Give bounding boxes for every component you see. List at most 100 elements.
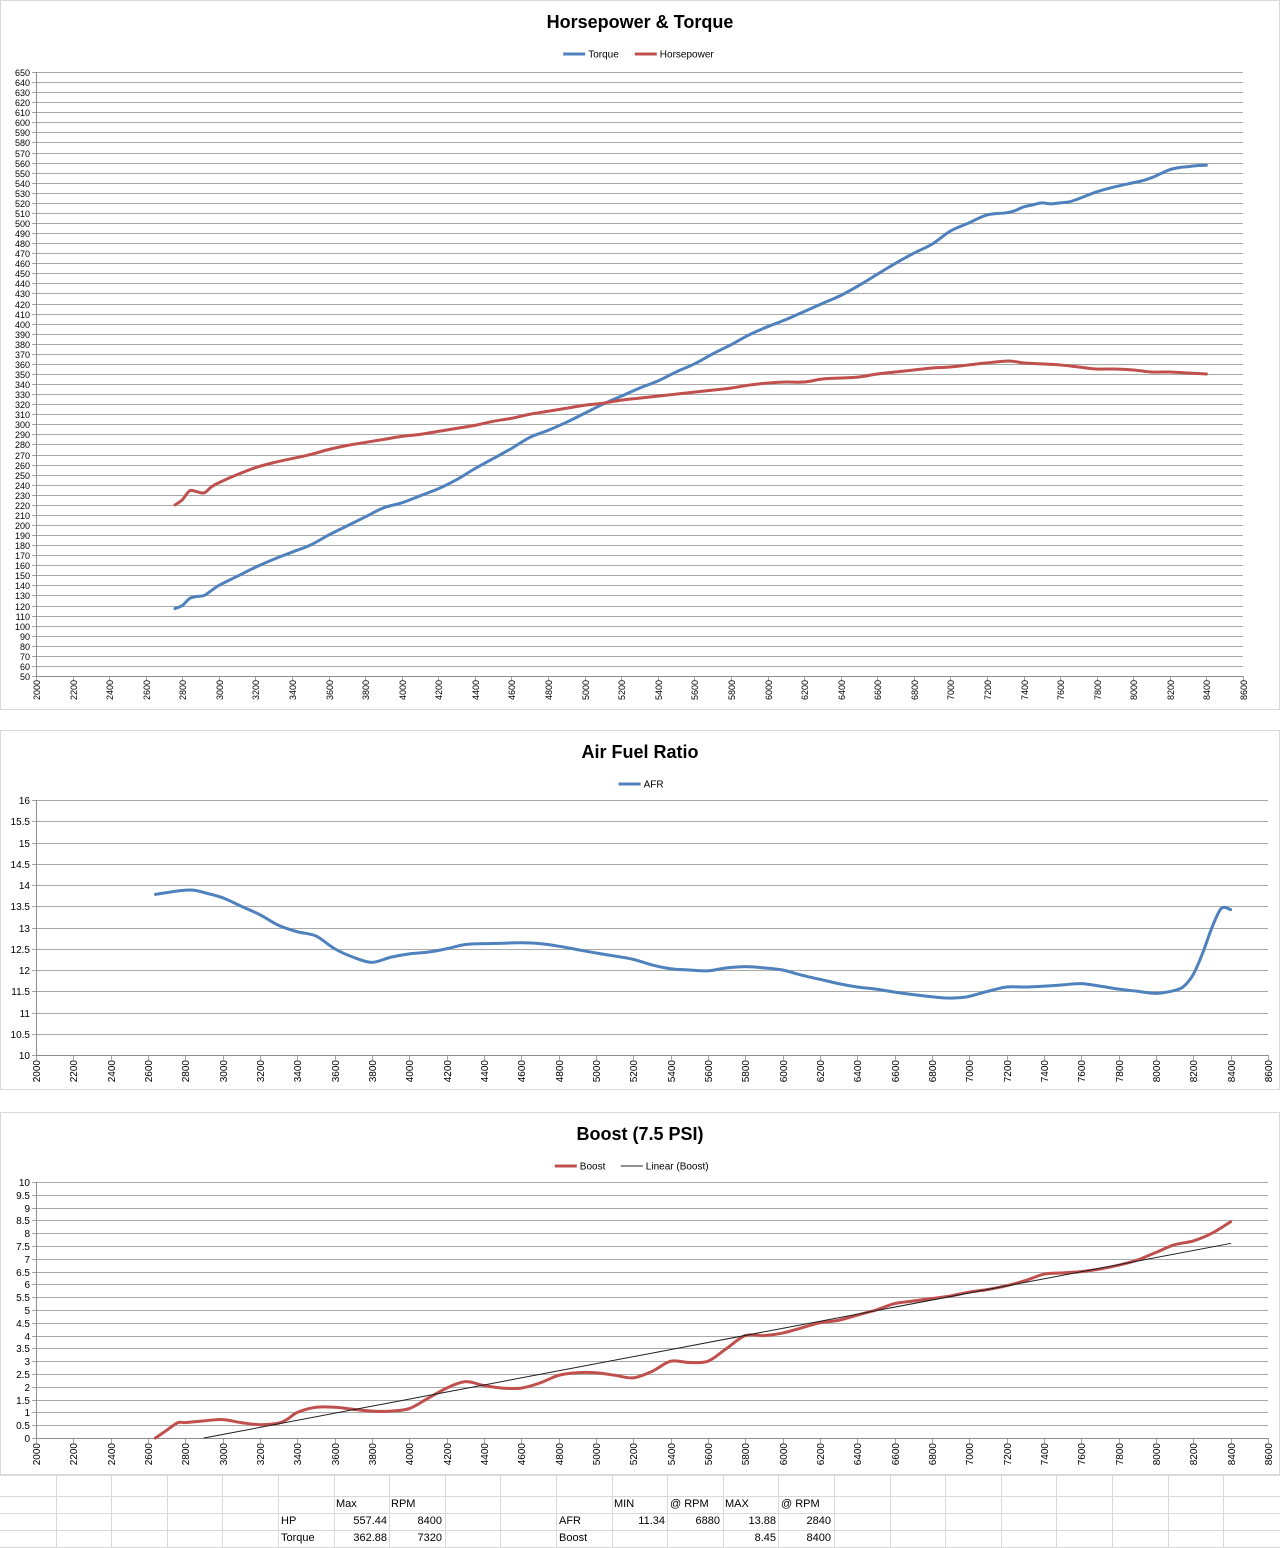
x-tick-label: 3800: [368, 1060, 379, 1083]
x-tick-label: 4200: [434, 680, 444, 700]
y-tick-label: 470: [15, 249, 30, 259]
y-tick-label: 60: [20, 662, 30, 672]
x-tick-label: 2200: [69, 1060, 80, 1083]
hp-label: HP: [281, 1515, 297, 1527]
y-tick-label: 300: [15, 420, 30, 430]
legend-label: AFR: [644, 780, 664, 791]
max2-header: MAX: [725, 1498, 749, 1510]
y-tick-label: 11.5: [11, 987, 30, 998]
x-tick-label: 8600: [1264, 1060, 1275, 1083]
x-tick-label: 6400: [853, 1443, 864, 1466]
y-tick-label: 480: [15, 239, 30, 249]
y-tick-label: 15.5: [11, 817, 31, 828]
legend: Boost Linear (Boost): [554, 1162, 709, 1173]
y-tick-label: 210: [15, 511, 30, 521]
series-line-linear-boost: [203, 1242, 1232, 1439]
x-tick-label: 6400: [853, 1060, 864, 1083]
y-tick-label: 2: [24, 1383, 30, 1394]
x-tick-label: 8200: [1189, 1060, 1200, 1083]
x-tick-label: 8200: [1166, 680, 1176, 700]
x-tick-label: 5800: [741, 1443, 752, 1466]
x-tick-label: 5800: [727, 680, 737, 700]
legend: Torque Horsepower: [563, 50, 714, 61]
x-tick-label: 8400: [1227, 1060, 1238, 1083]
x-tick-label: 4600: [517, 1443, 528, 1466]
x-tick-label: 3000: [219, 1060, 230, 1083]
x-tick-label: 6000: [779, 1443, 790, 1466]
x-tick-label: 3800: [368, 1443, 379, 1466]
y-tick-label: 12: [19, 966, 31, 977]
y-tick-label: 220: [15, 501, 30, 511]
x-tick-label: 8600: [1239, 680, 1249, 700]
y-tick-label: 500: [15, 219, 30, 229]
x-tick-label: 2400: [107, 1443, 118, 1466]
y-tick-label: 200: [15, 521, 30, 531]
y-tick-label: 580: [15, 138, 30, 148]
x-tick-label: 2000: [32, 1443, 43, 1466]
y-tick-label: 9: [24, 1204, 30, 1215]
y-tick-label: 330: [15, 390, 30, 400]
boost-label: Boost: [559, 1532, 588, 1544]
x-tick-label: 3000: [215, 680, 225, 700]
x-tick-label: 5200: [617, 680, 627, 700]
y-tick-label: 150: [15, 571, 30, 581]
charts-area: 5060708090100110120130140150160170180190…: [0, 0, 1280, 1475]
series-line-torque: [173, 163, 1208, 611]
y-tick-label: 14: [19, 881, 31, 892]
y-tick-label: 110: [16, 612, 30, 622]
y-tick-label: 180: [15, 541, 30, 551]
y-tick-label: 390: [15, 330, 30, 340]
y-tick-label: 50: [20, 672, 30, 682]
x-tick-label: 4800: [555, 1060, 566, 1083]
min-header: MIN: [614, 1498, 635, 1510]
y-tick-label: 10: [19, 1178, 31, 1189]
y-tick-label: 520: [15, 199, 30, 209]
y-tick-label: 10.5: [11, 1030, 31, 1041]
y-tick-label: 5.5: [16, 1293, 30, 1304]
x-tick-label: 8000: [1152, 1060, 1163, 1083]
chart-3: 0 0.5 11.5 2 2.5 3 3.54 4.5 5 5.5 66.5 7 7.5 8 8.59 9.5…: [0, 1112, 1280, 1475]
x-tick-label: 7800: [1093, 680, 1103, 700]
x-tick-label: 6600: [891, 1060, 902, 1083]
x-tick-label: 3600: [325, 680, 335, 700]
y-tick-label: 290: [15, 430, 30, 440]
x-tick-label: 3200: [256, 1443, 267, 1466]
x-tick-label: 4400: [471, 680, 481, 700]
x-tick-label: 8400: [1227, 1443, 1238, 1466]
chart-2: 10 10.5 11 11.5 12 12.5 13 13.5 14 14.5 15 15.5 16 20…: [0, 730, 1280, 1090]
x-tick-label: 7200: [1003, 1060, 1014, 1083]
x-tick-label: 4600: [517, 1060, 528, 1083]
x-tick-label: 4400: [480, 1443, 491, 1466]
y-tick-label: 270: [15, 451, 30, 461]
summary-table: Max RPM MIN @ RPM MAX @ RPM HP 557.44 84…: [0, 1475, 1280, 1548]
x-tick-label: 7400: [1040, 1443, 1051, 1466]
torque-rpm-value: 7320: [417, 1532, 442, 1544]
x-tick-label: 2800: [178, 680, 188, 700]
x-tick-label: 7000: [965, 1060, 976, 1083]
afr-max-rpm-value: 2840: [806, 1515, 831, 1527]
x-tick-label: 5000: [581, 680, 591, 700]
x-tick-label: 7400: [1020, 680, 1030, 700]
x-tick-label: 6600: [873, 680, 883, 700]
y-tick-label: 610: [15, 108, 30, 118]
y-tick-label: 90: [20, 632, 30, 642]
x-tick-label: 2400: [105, 680, 115, 700]
x-tick-label: 3400: [288, 680, 298, 700]
x-tick-label: 4200: [443, 1443, 454, 1466]
x-tick-label: 2600: [144, 1060, 155, 1083]
x-tick-label: 5400: [667, 1060, 678, 1083]
series-line-afr: [153, 888, 1233, 1000]
y-tick-label: 400: [15, 320, 30, 330]
chart-1: 5060708090100110120130140150160170180190…: [0, 0, 1280, 710]
boost-max-rpm-value: 8400: [806, 1532, 831, 1544]
x-tick-label: 5000: [592, 1443, 603, 1466]
y-tick-label: 230: [15, 491, 30, 501]
y-tick-label: 190: [15, 531, 30, 541]
y-tick-label: 7.5: [16, 1242, 30, 1253]
y-tick-label: 350: [15, 370, 30, 380]
y-tick-label: 130: [15, 591, 30, 601]
x-tick-label: 6800: [928, 1443, 939, 1466]
y-tick-label: 590: [15, 128, 30, 138]
x-tick-label: 4000: [405, 1060, 416, 1083]
chart-title: Horsepower & Torque: [547, 12, 734, 32]
